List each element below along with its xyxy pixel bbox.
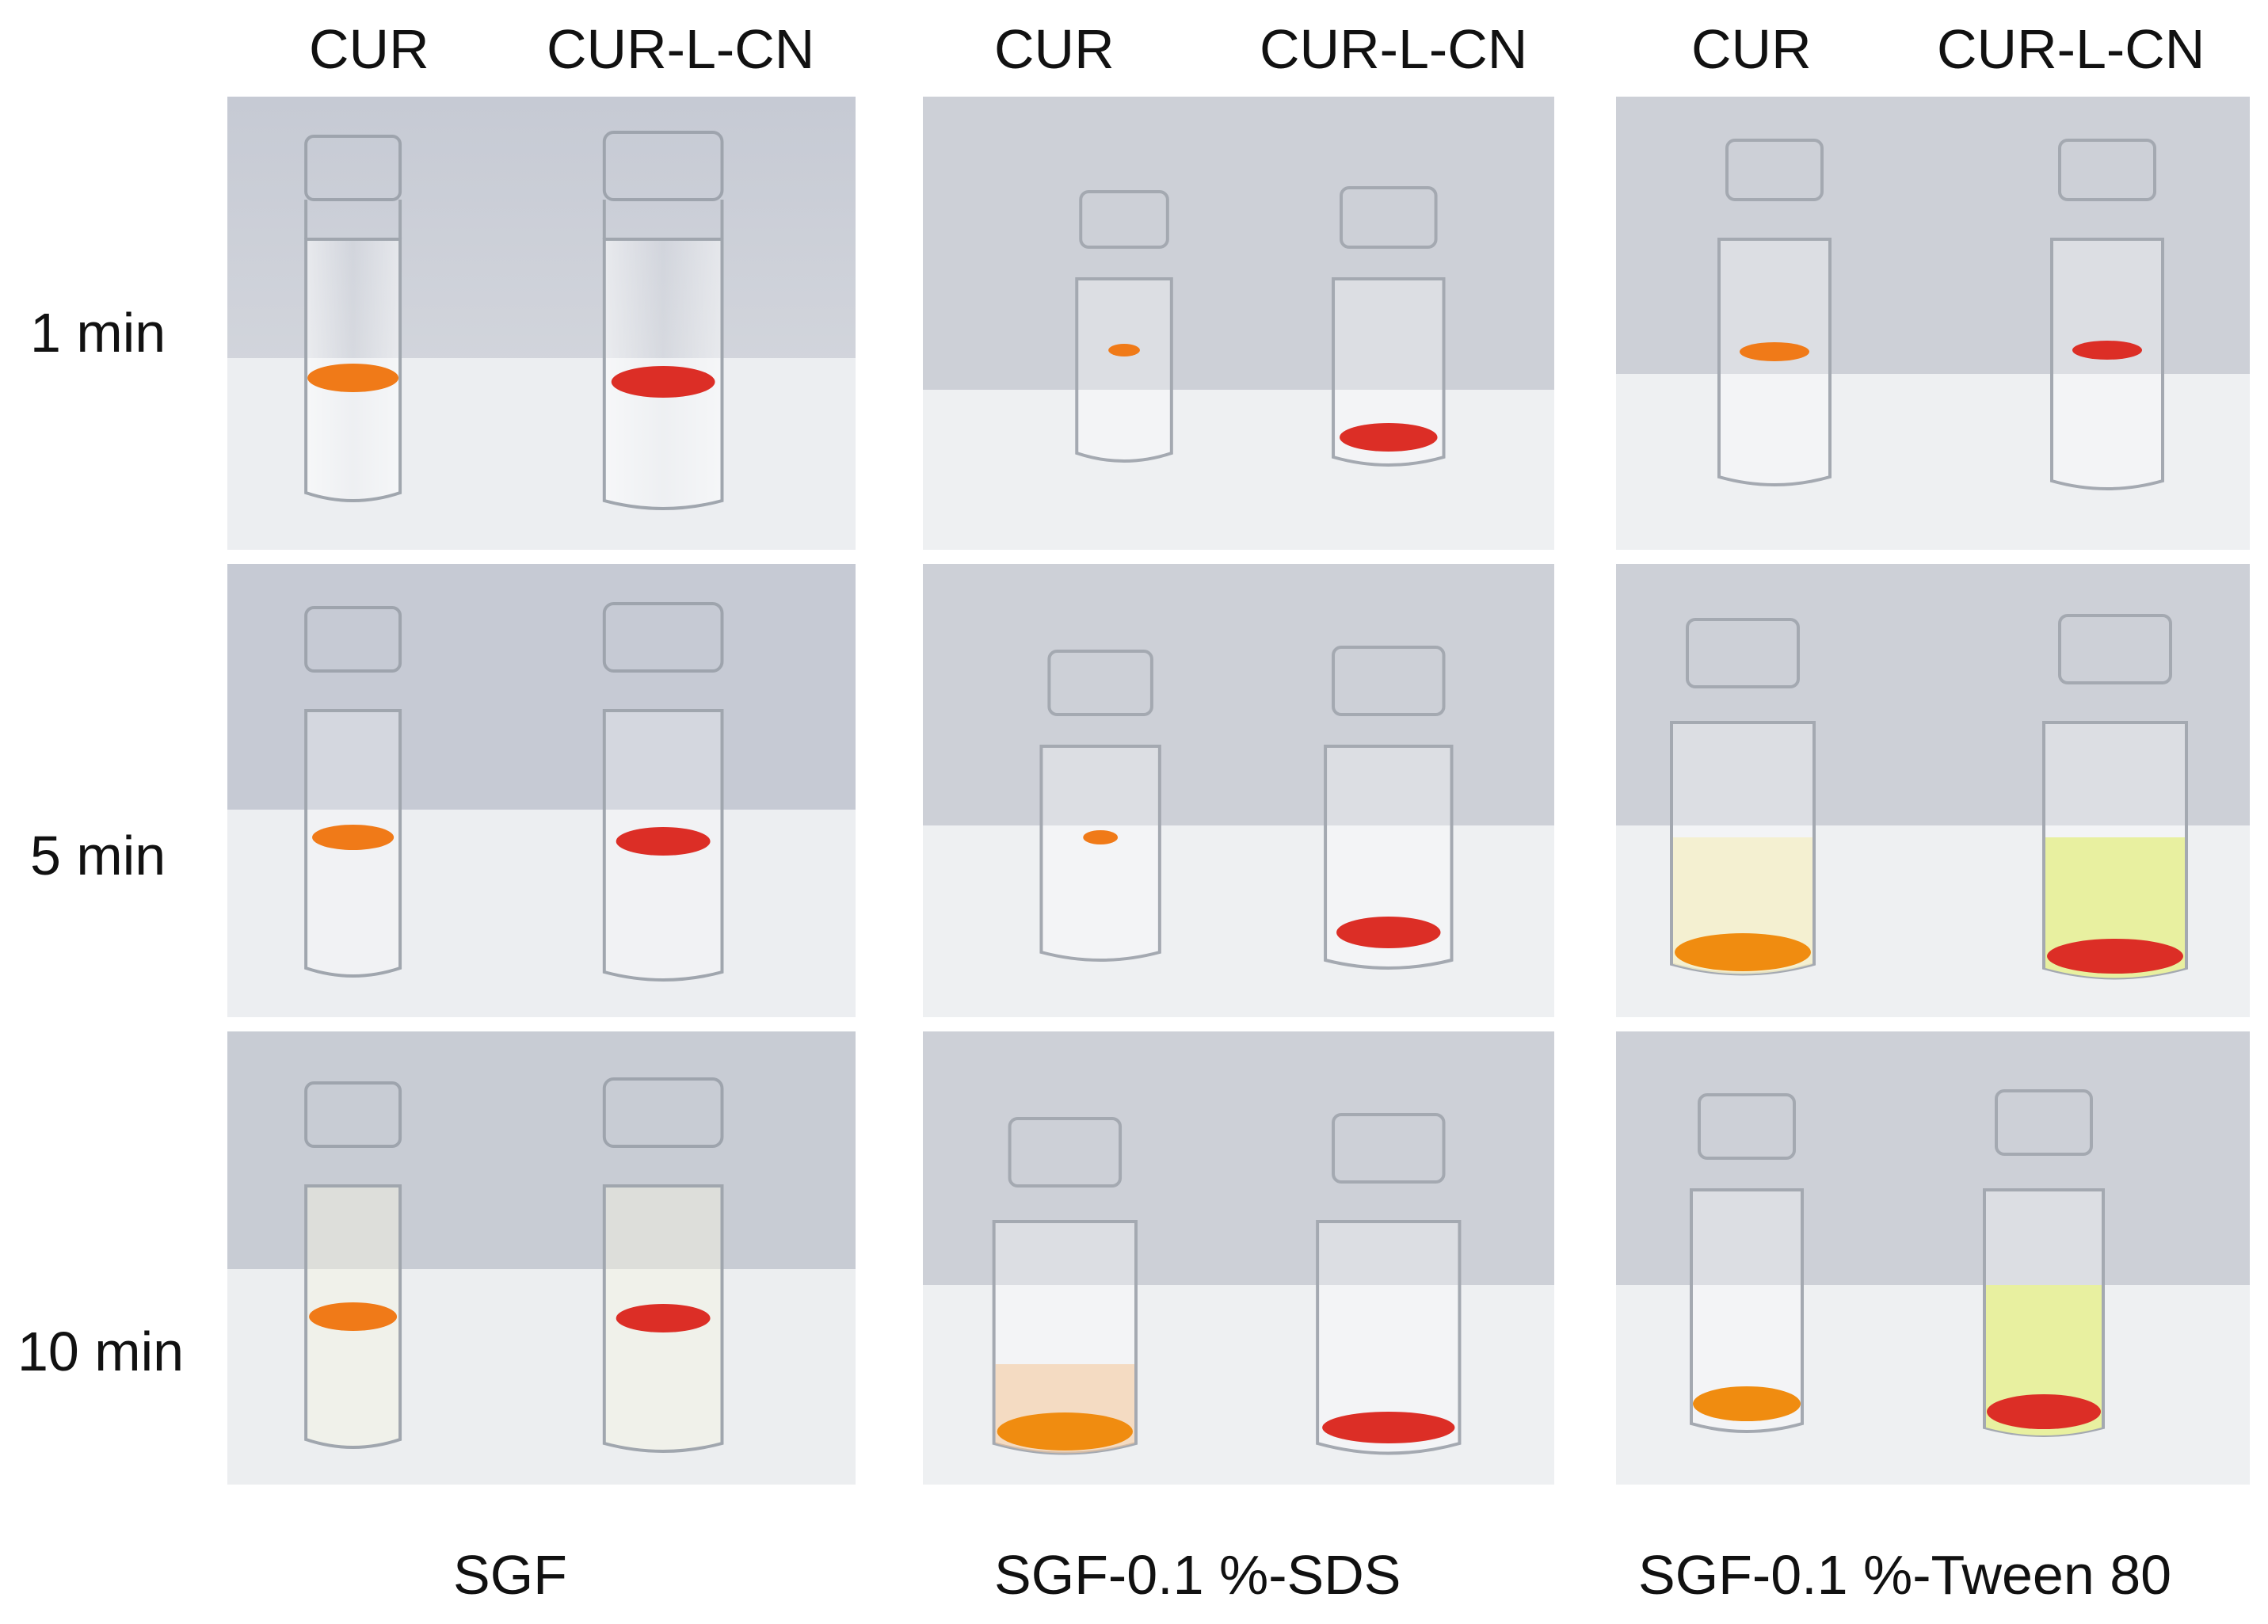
vial-cur-l-cn	[602, 602, 724, 982]
dissolved-curcumin	[1675, 933, 1811, 971]
cur-l-cn-powder	[2072, 341, 2142, 360]
vial-cur	[304, 135, 402, 502]
cur-l-cn-sediment	[1987, 1394, 2101, 1429]
dissolved-curcumin	[997, 1412, 1134, 1451]
photo-sgf-5min	[227, 564, 856, 1017]
vial-cur	[1670, 618, 1816, 976]
curcumin-powder	[1740, 342, 1809, 361]
vial-cur	[1039, 650, 1161, 962]
photo-tween-10min	[1616, 1031, 2250, 1485]
photo-tween-1min	[1616, 97, 2250, 550]
row-label-10min: 10 min	[17, 1321, 185, 1382]
col-label-cur-tween: CUR	[1691, 18, 1812, 80]
col-label-cur-l-cn-sds: CUR-L-CN	[1260, 18, 1528, 80]
vial-cur	[304, 1081, 402, 1449]
photo-sgf-1min	[227, 97, 856, 550]
curcumin-powder	[312, 825, 395, 850]
curcumin-powder	[307, 364, 399, 392]
curcumin-powder	[1083, 830, 1119, 844]
row-label-1min: 1 min	[30, 302, 166, 364]
photo-tween-5min	[1616, 564, 2250, 1017]
photo-sds-5min	[923, 564, 1554, 1017]
cur-l-cn-sediment	[1340, 423, 1438, 452]
vial-cur-l-cn	[1316, 1113, 1462, 1455]
row-label-5min: 5 min	[30, 825, 166, 886]
cur-l-cn-sediment	[2047, 939, 2183, 974]
cur-l-cn-powder	[616, 827, 711, 856]
vial-cur	[1717, 139, 1832, 486]
vial-cur	[1075, 190, 1173, 463]
group-label-sgf-sds: SGF-0.1 %-SDS	[994, 1544, 1401, 1606]
vial-cur-l-cn	[2050, 139, 2164, 490]
vial-cur-l-cn	[602, 131, 724, 510]
dissolved-curcumin	[1693, 1386, 1801, 1421]
cur-l-cn-powder	[611, 366, 715, 398]
cur-l-cn-sediment	[1336, 917, 1441, 948]
curcumin-powder	[1108, 344, 1140, 356]
vial-cur-l-cn	[2042, 614, 2188, 980]
photo-sds-1min	[923, 97, 1554, 550]
vial-cur	[1690, 1093, 1804, 1433]
cur-l-cn-sediment	[1322, 1412, 1455, 1443]
vial-cur	[992, 1117, 1138, 1455]
col-label-cur-l-cn-sgf: CUR-L-CN	[547, 18, 815, 80]
vial-cur-l-cn	[1332, 186, 1446, 467]
photo-sgf-10min	[227, 1031, 856, 1485]
col-label-cur-sgf: CUR	[309, 18, 429, 80]
vial-cur-l-cn	[1324, 646, 1454, 970]
group-label-sgf-tween: SGF-0.1 %-Tween 80	[1638, 1544, 2172, 1606]
col-label-cur-l-cn-tween: CUR-L-CN	[1937, 18, 2205, 80]
vial-cur	[304, 606, 402, 978]
col-label-cur-sds: CUR	[994, 18, 1115, 80]
vial-cur-l-cn	[1983, 1089, 2105, 1437]
photo-sds-10min	[923, 1031, 1554, 1485]
group-label-sgf: SGF	[453, 1544, 567, 1606]
vial-cur-l-cn	[602, 1077, 724, 1453]
curcumin-powder	[309, 1302, 398, 1331]
cur-l-cn-powder	[616, 1304, 711, 1332]
